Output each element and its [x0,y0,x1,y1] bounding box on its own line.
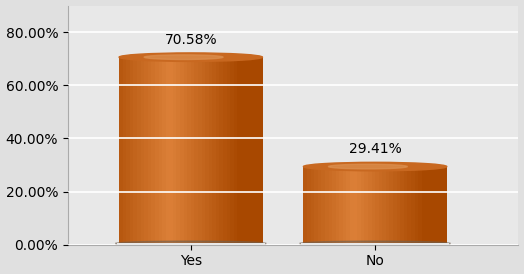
Bar [350,167,354,245]
Bar [404,167,408,245]
Bar [130,57,134,245]
Bar [216,57,220,245]
Bar [303,167,308,245]
Bar [140,57,145,245]
Bar [379,167,383,245]
Bar [198,57,202,245]
Ellipse shape [144,55,223,59]
Bar [230,57,234,245]
Bar [400,167,404,245]
Bar [336,167,340,245]
Bar [364,167,368,245]
Bar [372,167,376,245]
Bar [436,167,440,245]
Bar [187,57,191,245]
Bar [234,57,238,245]
Bar [173,57,177,245]
Bar [245,57,248,245]
Ellipse shape [303,162,447,171]
Bar [311,167,314,245]
Bar [422,167,425,245]
Bar [386,167,390,245]
Bar [255,57,259,245]
Bar [354,167,357,245]
Bar [332,167,336,245]
Bar [325,167,329,245]
Bar [162,57,166,245]
Bar [119,57,123,245]
Bar [393,167,397,245]
Bar [202,57,205,245]
Bar [237,57,242,245]
Bar [151,57,155,245]
Ellipse shape [119,53,263,61]
Bar [191,57,195,245]
Bar [357,167,361,245]
Bar [137,57,141,245]
Bar [361,167,365,245]
Bar [375,167,379,245]
Bar [259,57,263,245]
Bar [368,167,372,245]
Bar [389,167,394,245]
Bar [123,57,127,245]
Bar [443,167,447,245]
Bar [411,167,415,245]
Bar [183,57,188,245]
Bar [339,167,343,245]
Bar [301,243,449,245]
Bar [397,167,400,245]
Bar [209,57,213,245]
Bar [407,167,411,245]
Ellipse shape [329,164,407,169]
Bar [432,167,436,245]
Text: 70.58%: 70.58% [165,33,217,47]
Bar [134,57,137,245]
Bar [180,57,184,245]
Bar [205,57,209,245]
Ellipse shape [115,241,266,246]
Bar [307,167,311,245]
Bar [382,167,386,245]
Bar [159,57,162,245]
Ellipse shape [300,241,450,246]
Bar [226,57,231,245]
Bar [314,167,318,245]
Bar [241,57,245,245]
Bar [418,167,422,245]
Bar [155,57,159,245]
Bar [321,167,325,245]
Bar [318,167,322,245]
Bar [166,57,170,245]
Bar [252,57,256,245]
Bar [429,167,433,245]
Text: 29.41%: 29.41% [348,142,401,156]
Bar [346,167,351,245]
Bar [414,167,419,245]
Bar [223,57,227,245]
Bar [425,167,429,245]
Bar [440,167,444,245]
Bar [212,57,216,245]
Bar [220,57,223,245]
Bar [248,57,252,245]
Bar [194,57,199,245]
Bar [343,167,347,245]
Bar [329,167,333,245]
Bar [169,57,173,245]
Bar [148,57,152,245]
Bar [144,57,148,245]
Bar [126,57,130,245]
Bar [177,57,180,245]
Bar [117,243,265,245]
